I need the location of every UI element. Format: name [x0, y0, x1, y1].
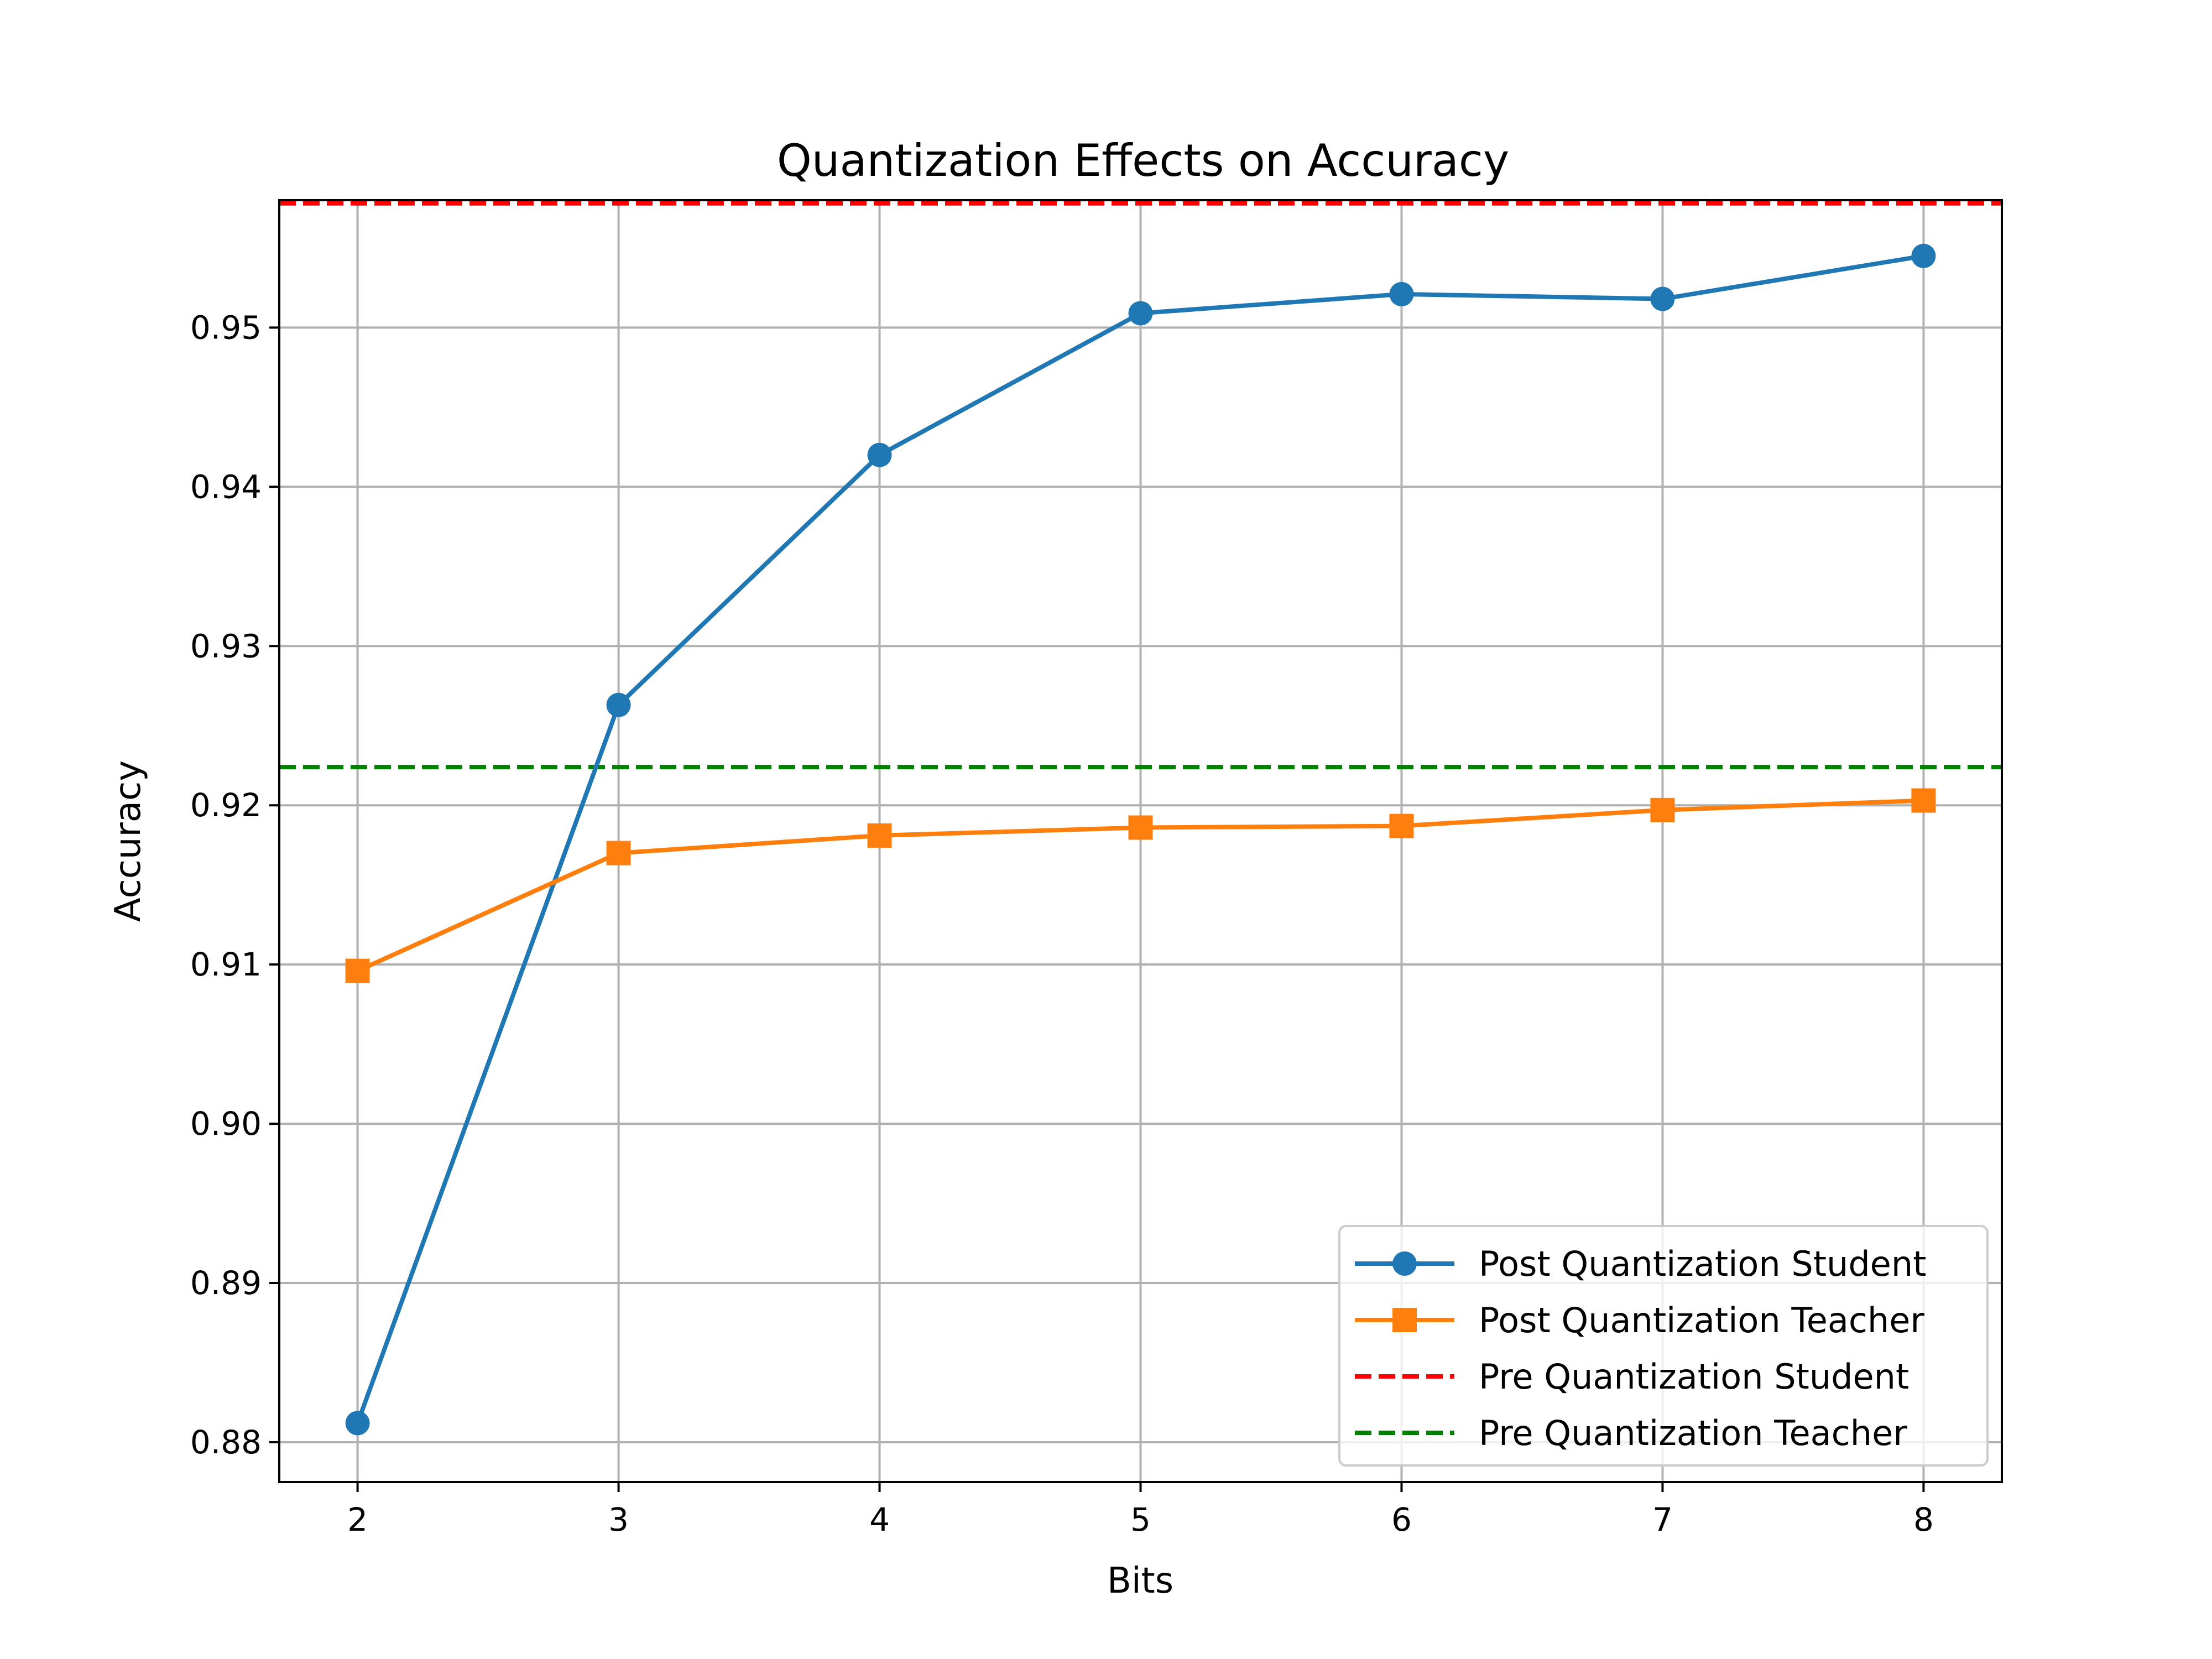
y-tick-label: 0.90	[190, 1105, 262, 1142]
data-point-teacher	[606, 841, 631, 865]
data-point-student	[1650, 286, 1675, 311]
y-tick-label: 0.92	[190, 786, 262, 824]
data-point-teacher	[1650, 797, 1675, 822]
x-tick-label: 2	[347, 1501, 368, 1538]
data-point-teacher	[1389, 813, 1414, 838]
data-point-student	[345, 1411, 370, 1436]
legend-box	[1338, 1225, 1989, 1467]
data-point-student	[1128, 301, 1153, 326]
reference-lines	[279, 201, 2002, 770]
y-tick-label: 0.89	[190, 1264, 262, 1302]
y-tick-label: 0.91	[190, 946, 262, 983]
legend-marker	[1392, 1308, 1417, 1332]
data-point-teacher	[345, 958, 370, 983]
x-tick-label: 3	[608, 1501, 629, 1538]
legend-label: Pre Quantization Teacher	[1479, 1413, 1907, 1453]
x-axis-label: Bits	[1107, 1561, 1173, 1601]
data-point-student	[1911, 243, 1936, 268]
data-point-teacher	[867, 823, 892, 848]
y-axis-label: Accuracy	[108, 760, 149, 922]
data-point-student	[606, 692, 631, 717]
legend: Post Quantization Student Post Quantizati…	[1338, 1225, 1989, 1467]
y-tick-label: 0.95	[190, 309, 262, 346]
legend-label: Post Quantization Teacher	[1479, 1300, 1924, 1340]
x-tick-label: 8	[1913, 1501, 1934, 1538]
ticks: 2 3 4 5 6 7 8 0.88 0.89 0.90 0.91 0.92 0.93 0.94 0.95	[190, 309, 1934, 1538]
grid	[279, 200, 2002, 1482]
data-point-teacher	[1911, 788, 1936, 813]
x-tick-label: 6	[1391, 1501, 1412, 1538]
legend-label: Post Quantization Student	[1479, 1244, 1926, 1284]
y-tick-label: 0.94	[190, 468, 262, 505]
y-tick-label: 0.93	[190, 627, 262, 665]
y-tick-label: 0.88	[190, 1423, 262, 1461]
x-tick-label: 7	[1652, 1501, 1673, 1538]
legend-label: Pre Quantization Student	[1479, 1357, 1909, 1397]
data-point-student	[1389, 281, 1414, 306]
data-point-teacher	[1128, 815, 1153, 840]
chart-title: Quantization Effects on Accuracy	[777, 135, 1509, 186]
x-tick-label: 4	[869, 1501, 890, 1538]
series-group	[345, 243, 1936, 1436]
x-tick-label: 5	[1130, 1501, 1151, 1538]
legend-marker	[1392, 1251, 1417, 1276]
data-point-student	[867, 442, 892, 467]
